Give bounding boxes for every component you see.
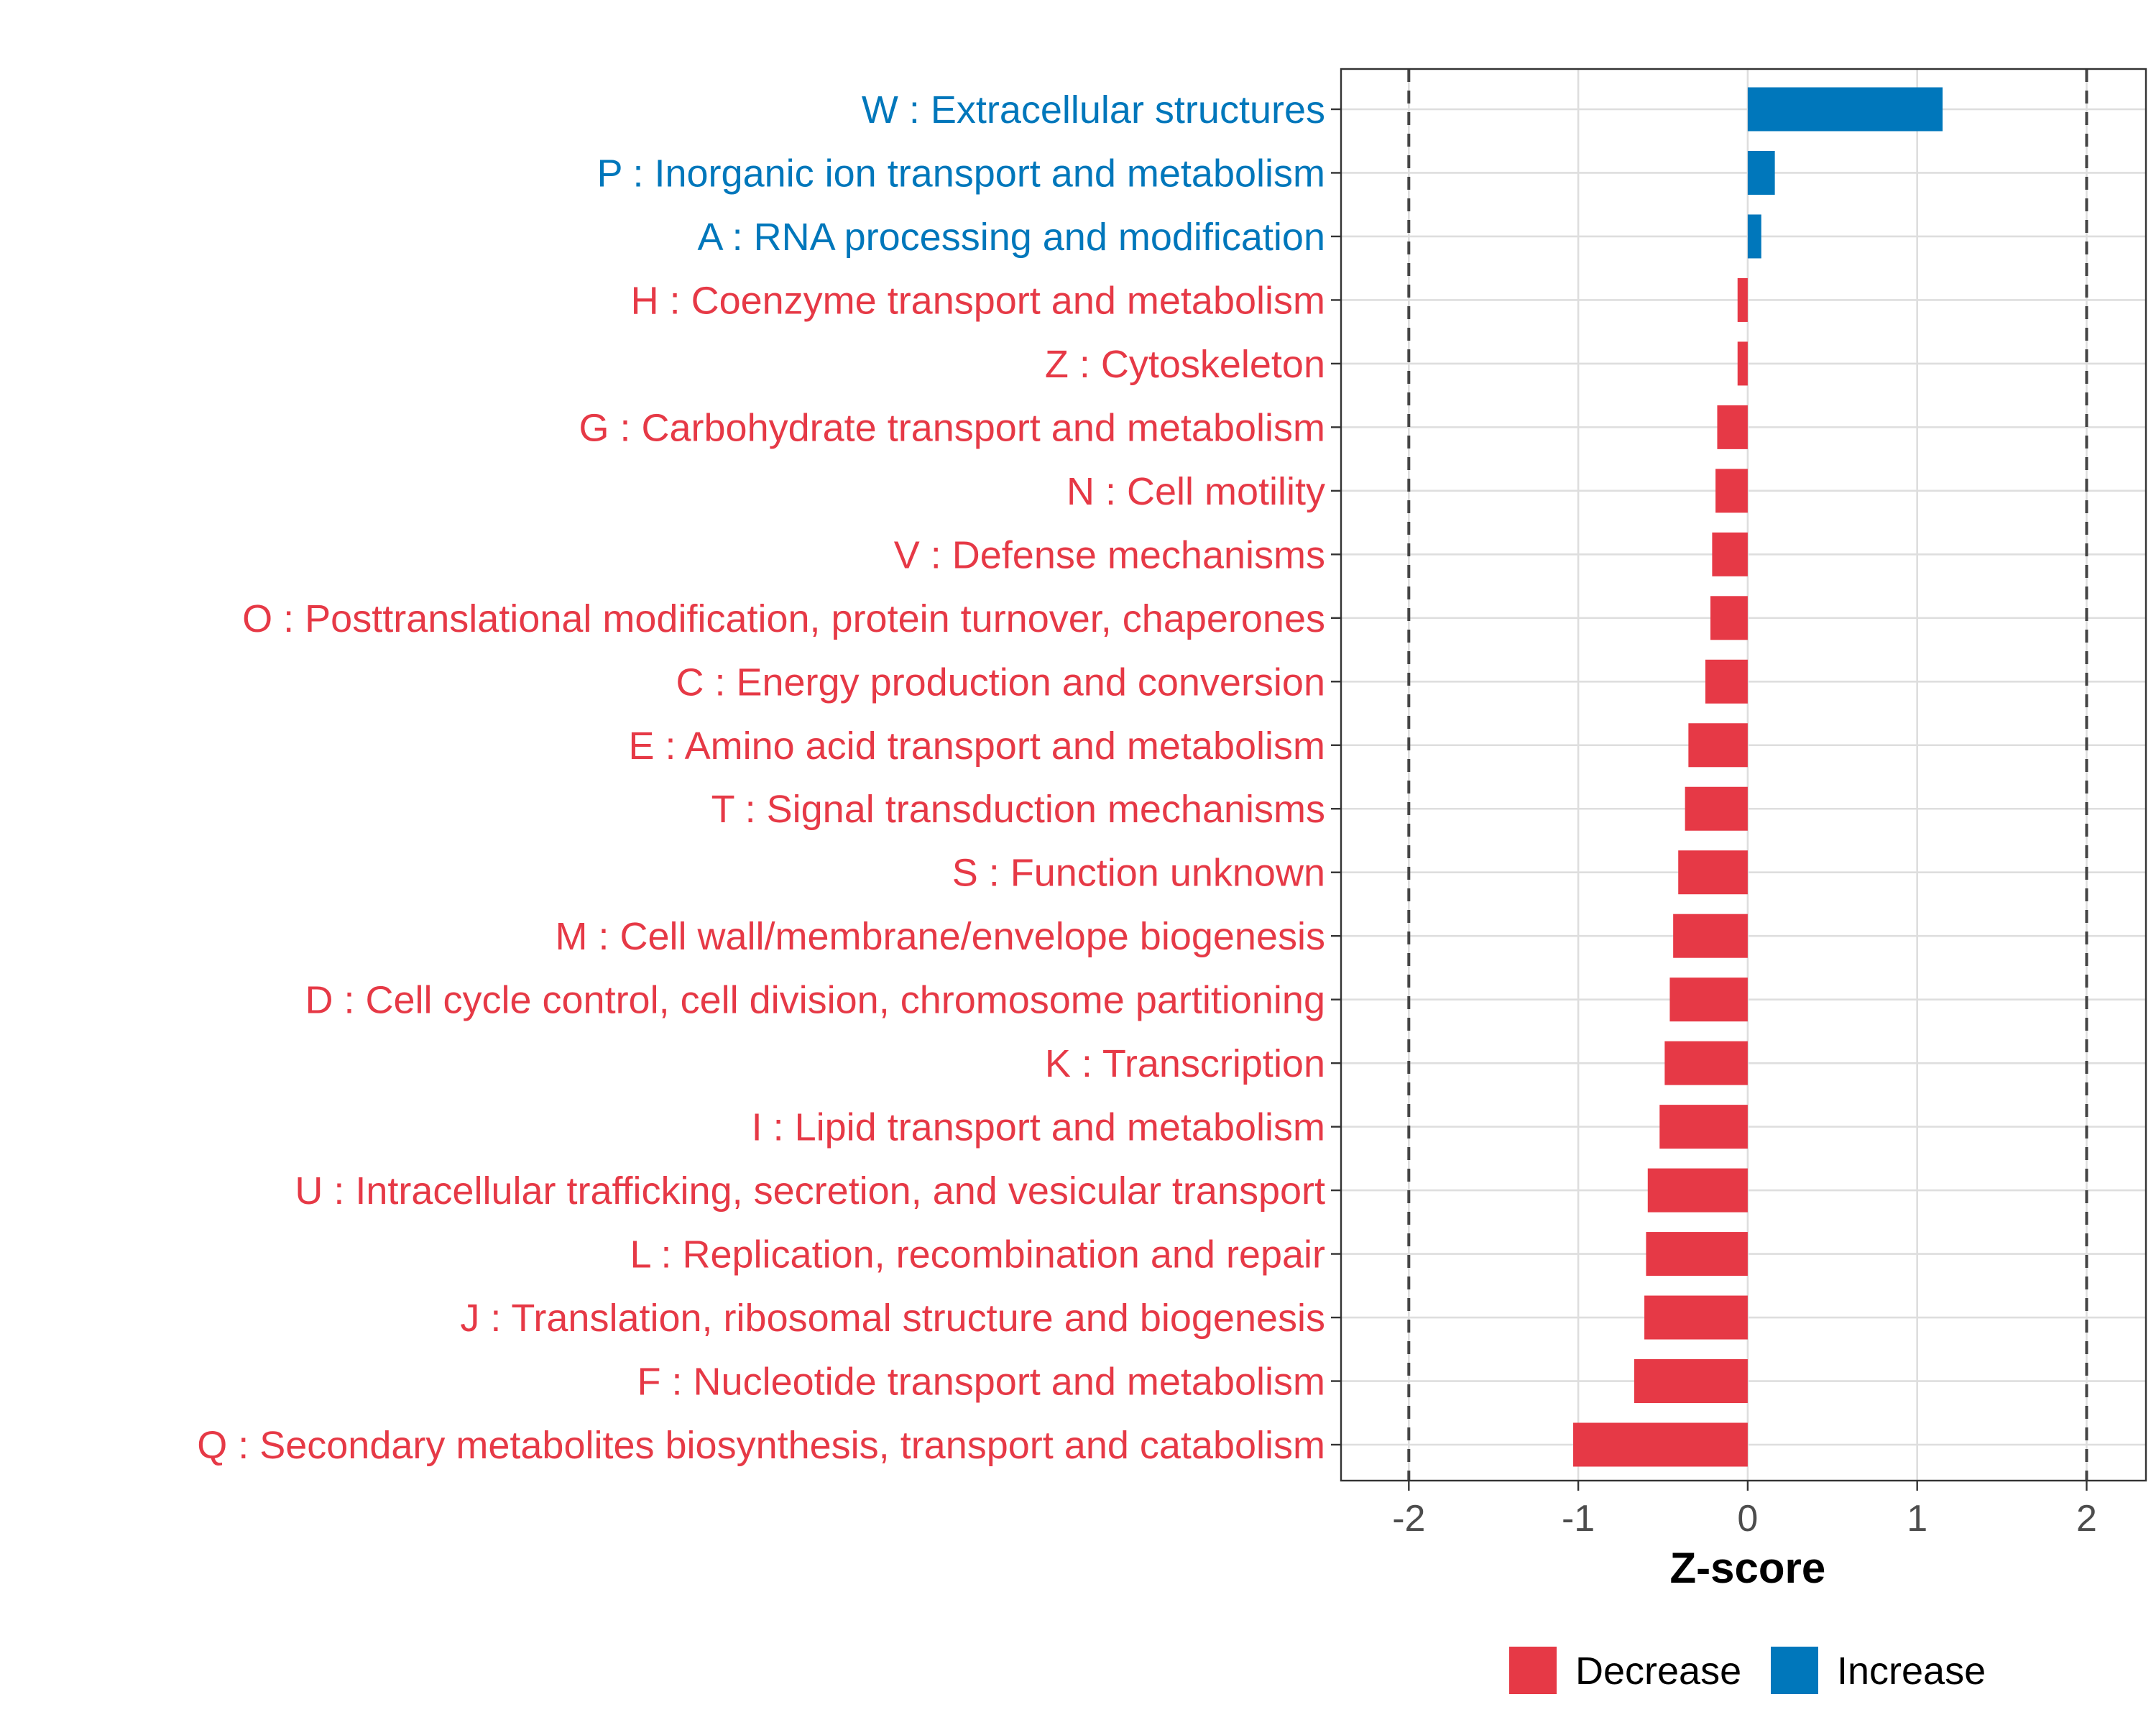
y-axis-ticks: [1331, 108, 1341, 1446]
bar: [1673, 914, 1748, 958]
bar: [1669, 978, 1748, 1022]
reference-lines: [1407, 69, 2088, 1481]
bar: [1664, 1041, 1748, 1085]
category-label: K : Transcription: [1045, 1042, 1325, 1085]
x-tick-label: 1: [1907, 1498, 1927, 1540]
y-axis-category-labels: W : Extracellular structures P : Inorgani…: [197, 88, 1325, 1467]
category-label: A : RNA processing and modification: [698, 216, 1325, 259]
bar: [1646, 1232, 1748, 1276]
x-axis-title: Z-score: [1670, 1544, 1826, 1592]
bars: [1573, 87, 1943, 1467]
bar: [1712, 532, 1748, 576]
bar: [1747, 87, 1943, 132]
category-label: F : Nucleotide transport and metabolism: [637, 1361, 1325, 1404]
category-label: G : Carbohydrate transport and metabolis…: [579, 406, 1326, 449]
category-label: I : Lipid transport and metabolism: [752, 1106, 1325, 1149]
category-label: T : Signal transduction mechanisms: [711, 788, 1325, 831]
bar: [1737, 277, 1748, 322]
legend-swatch-increase: [1771, 1647, 1818, 1694]
bar: [1717, 405, 1748, 449]
bar: [1634, 1359, 1748, 1404]
bar: [1747, 214, 1761, 259]
category-label: J : Translation, ribosomal structure and…: [460, 1297, 1325, 1340]
category-label: O : Posttranslational modification, prot…: [242, 597, 1325, 640]
bar: [1710, 596, 1748, 640]
legend-swatch-decrease: [1509, 1647, 1557, 1694]
category-label: D : Cell cycle control, cell division, c…: [305, 979, 1325, 1022]
category-label: P : Inorganic ion transport and metaboli…: [596, 152, 1325, 195]
x-tick-label: 0: [1737, 1498, 1758, 1540]
x-tick-label: -2: [1392, 1498, 1425, 1540]
category-label: W : Extracellular structures: [862, 88, 1325, 132]
category-label: E : Amino acid transport and metabolism: [629, 724, 1325, 768]
category-label: M : Cell wall/membrane/envelope biogenes…: [555, 915, 1325, 958]
x-tick-label: 2: [2076, 1498, 2097, 1540]
bar: [1705, 659, 1748, 704]
x-tick-label: -1: [1562, 1498, 1595, 1540]
bar: [1747, 150, 1775, 195]
bar: [1644, 1295, 1748, 1340]
bar: [1685, 786, 1748, 831]
legend-label-decrease: Decrease: [1575, 1650, 1741, 1693]
category-label: C : Energy production and conversion: [676, 661, 1325, 704]
category-label: N : Cell motility: [1067, 470, 1325, 513]
bar: [1678, 850, 1748, 895]
legend: Decrease Increase: [1509, 1647, 1986, 1694]
category-label: L : Replication, recombination and repai…: [630, 1233, 1325, 1276]
bar: [1715, 469, 1748, 513]
category-label: H : Coenzyme transport and metabolism: [631, 279, 1325, 322]
category-label: S : Function unknown: [952, 852, 1325, 895]
bar: [1647, 1168, 1748, 1213]
x-axis-ticks: -2 -1 0 1 2: [1392, 1481, 2097, 1540]
category-label: Q : Secondary metabolites biosynthesis, …: [197, 1424, 1325, 1467]
category-label: Z : Cytoskeleton: [1045, 343, 1325, 386]
bar: [1688, 723, 1748, 768]
bar: [1659, 1105, 1748, 1149]
category-label: U : Intracellular trafficking, secretion…: [295, 1169, 1325, 1213]
plot-panel-border: [1340, 68, 2147, 1482]
category-label: V : Defense mechanisms: [894, 533, 1325, 576]
bar: [1737, 341, 1748, 386]
legend-label-increase: Increase: [1837, 1650, 1986, 1693]
bar: [1573, 1422, 1748, 1467]
